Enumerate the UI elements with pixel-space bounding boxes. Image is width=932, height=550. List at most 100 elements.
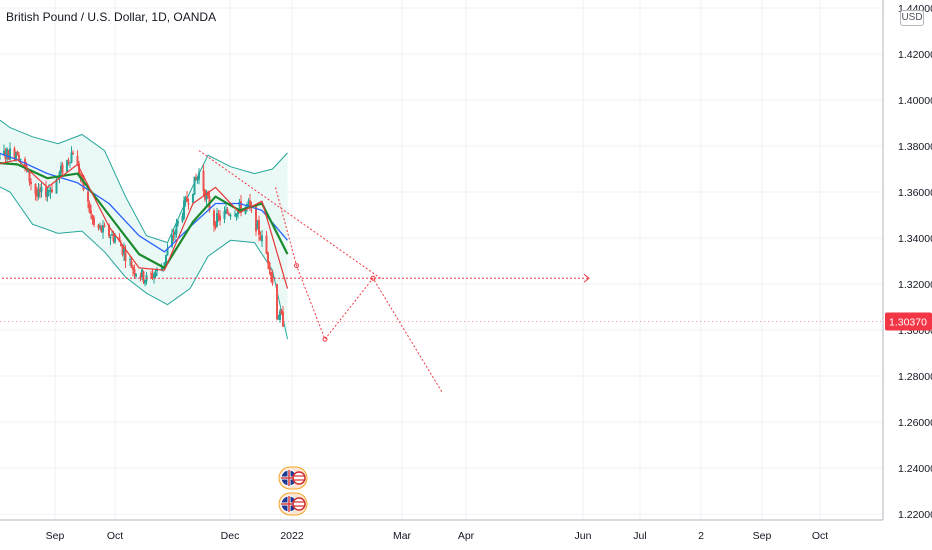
candle-body <box>150 273 152 275</box>
economic-event-marker[interactable] <box>278 466 308 490</box>
candle-body <box>51 189 53 193</box>
projection-node <box>294 263 299 269</box>
y-tick-label: 1.36000 <box>898 187 932 199</box>
candle-body <box>193 176 196 195</box>
candle-body <box>132 267 134 270</box>
candle-body <box>19 158 22 160</box>
candle-body <box>36 193 38 197</box>
candle-body <box>141 269 143 278</box>
candle-body <box>3 150 5 155</box>
candle-body <box>78 163 80 176</box>
candle-body <box>121 245 124 255</box>
candle-body <box>226 209 229 214</box>
candle-body <box>87 191 89 202</box>
candle-body <box>135 273 137 277</box>
candle-body <box>37 189 40 197</box>
bollinger-lower <box>0 186 288 340</box>
candle-body <box>90 210 92 215</box>
candle-body <box>25 163 28 170</box>
event-markers <box>278 466 308 516</box>
projection-path[interactable] <box>275 187 443 393</box>
y-tick-label: 1.28000 <box>898 371 932 383</box>
candle-body <box>39 189 41 192</box>
economic-event-marker[interactable] <box>278 492 308 516</box>
candle-body <box>55 179 58 194</box>
candle-body <box>144 280 146 284</box>
candle-body <box>0 152 1 161</box>
candle-body <box>181 216 184 222</box>
candle-body <box>133 269 136 275</box>
x-tick-label: Oct <box>812 530 828 542</box>
candle-body <box>267 252 269 264</box>
bollinger-upper <box>0 119 288 244</box>
candle-body <box>45 187 47 197</box>
candle-body <box>15 153 17 160</box>
candle-body <box>112 234 115 242</box>
x-tick-label: 2022 <box>280 530 304 542</box>
last-price-tag <box>885 312 932 331</box>
candle-body <box>229 214 232 217</box>
candle-body <box>217 213 220 216</box>
candle-body <box>174 232 176 235</box>
candle-body <box>93 217 95 225</box>
y-tick-label: 1.42000 <box>898 49 932 61</box>
candle-body <box>256 221 259 230</box>
candle-body <box>7 150 10 160</box>
candle-body <box>97 224 100 228</box>
candle-body <box>172 235 175 237</box>
candle-body <box>234 214 236 216</box>
candle-body <box>34 184 37 195</box>
projection-node <box>322 336 328 342</box>
candle-body <box>235 213 238 217</box>
candle-body <box>225 209 227 214</box>
x-tick-label: Sep <box>46 530 65 542</box>
candle-body <box>69 162 71 164</box>
candle-body <box>240 201 242 213</box>
bollinger-band <box>0 119 288 340</box>
y-tick-label: 1.38000 <box>898 141 932 153</box>
candle-body <box>49 190 52 193</box>
candle-body <box>120 243 122 247</box>
horizontal-level-arrow <box>583 273 590 283</box>
candle-body <box>177 220 179 224</box>
candle-body <box>268 262 271 271</box>
y-tick-label: 1.34000 <box>898 233 932 245</box>
trend-line[interactable] <box>198 150 381 279</box>
x-tick-label: Mar <box>393 530 412 542</box>
symbol-title: British Pound / U.S. Dollar, 1D, OANDA <box>6 10 217 24</box>
candle-body <box>165 254 167 263</box>
candle-body <box>24 159 26 165</box>
candle-body <box>205 194 208 200</box>
bollinger-fill <box>0 120 288 340</box>
candle-body <box>271 275 274 284</box>
candle-body <box>13 148 16 158</box>
candle-body <box>213 210 215 226</box>
candle-body <box>216 213 218 227</box>
candle-body <box>175 222 178 234</box>
candle-body <box>102 225 104 233</box>
candle-body <box>219 215 221 221</box>
candle-body <box>58 172 61 179</box>
candle-body <box>151 273 154 279</box>
projection-node <box>370 275 376 281</box>
candle-body <box>154 272 157 277</box>
candle-body <box>280 310 283 314</box>
candle-body <box>124 250 127 262</box>
candle-body <box>60 166 62 173</box>
candle-body <box>99 226 101 228</box>
candle-body <box>276 284 278 320</box>
candle-body <box>228 213 230 215</box>
candle-body <box>100 225 103 232</box>
x-tick-label: Oct <box>107 530 123 542</box>
currency-selector[interactable]: USD <box>900 10 924 26</box>
x-tick-label: 2 <box>698 530 704 542</box>
candle-body <box>67 160 70 162</box>
y-tick-label: 1.22000 <box>898 509 932 521</box>
candle-body <box>48 190 50 192</box>
candle-body <box>76 156 79 164</box>
candle-body <box>72 152 74 155</box>
candle-body <box>214 223 217 228</box>
candle-body <box>70 152 73 163</box>
